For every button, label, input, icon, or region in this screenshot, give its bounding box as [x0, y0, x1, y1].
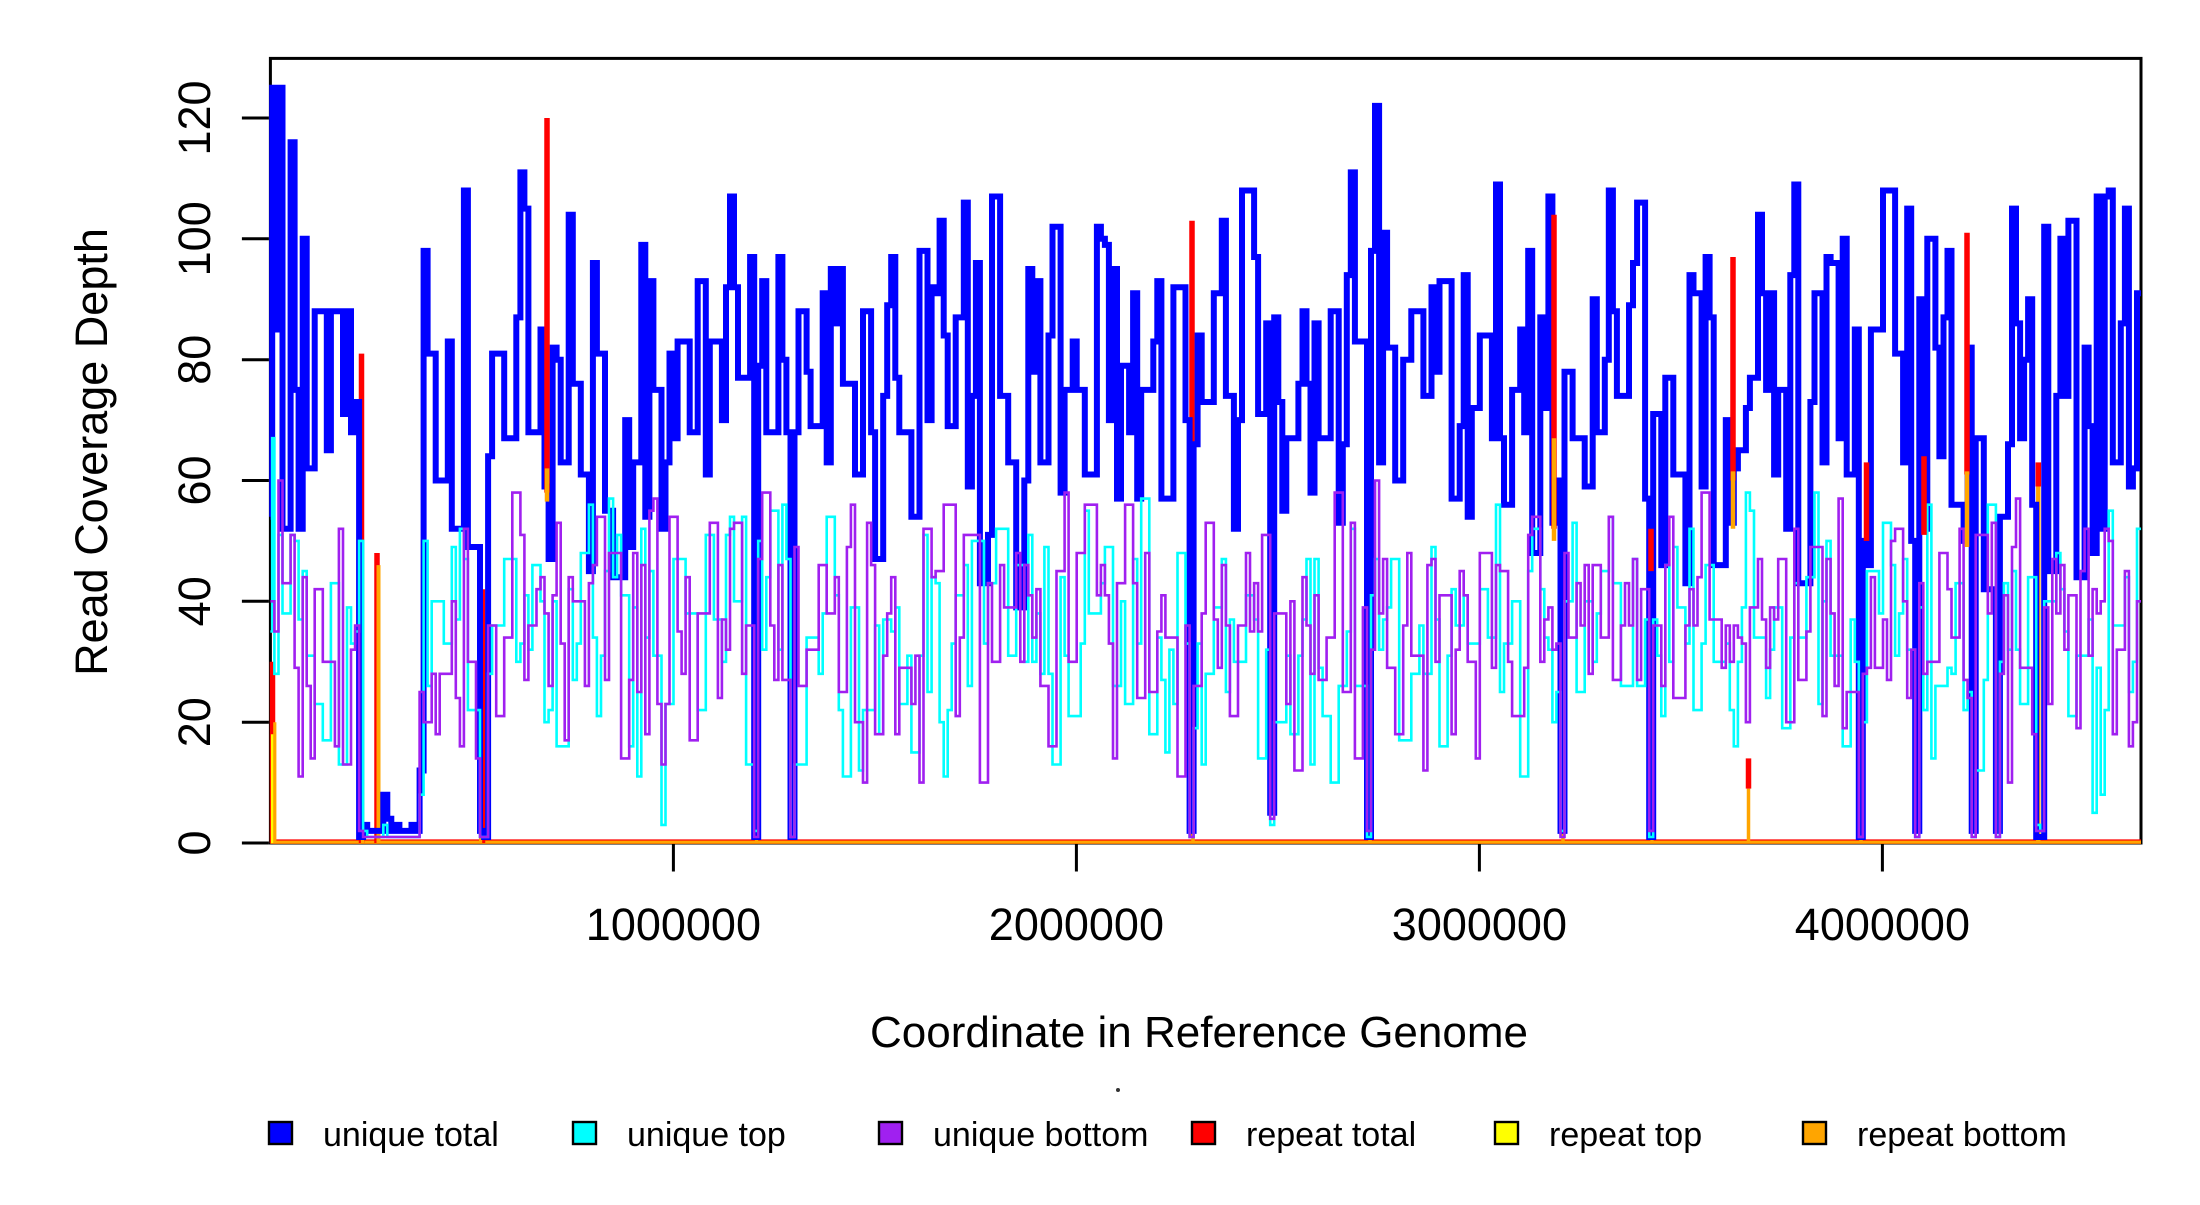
- svg-text:repeat total: repeat total: [1246, 1116, 1416, 1154]
- svg-text:4000000: 4000000: [1795, 899, 1970, 950]
- svg-text:20: 20: [169, 697, 220, 747]
- svg-text:0: 0: [169, 830, 220, 855]
- svg-text:80: 80: [169, 335, 220, 385]
- svg-text:120: 120: [169, 80, 220, 155]
- svg-text:unique bottom: unique bottom: [933, 1116, 1149, 1154]
- svg-text:60: 60: [169, 455, 220, 505]
- svg-text:Read Coverage Depth: Read Coverage Depth: [66, 228, 117, 676]
- svg-text:40: 40: [169, 576, 220, 626]
- svg-text:2000000: 2000000: [989, 899, 1164, 950]
- svg-text:Coordinate in Reference Genome: Coordinate in Reference Genome: [870, 1008, 1528, 1057]
- svg-text:unique top: unique top: [627, 1116, 786, 1154]
- svg-text:1000000: 1000000: [586, 899, 761, 950]
- svg-text:100: 100: [169, 201, 220, 276]
- svg-text:3000000: 3000000: [1392, 899, 1567, 950]
- svg-text:unique total: unique total: [323, 1116, 499, 1154]
- svg-text:repeat top: repeat top: [1549, 1116, 1702, 1154]
- svg-text:repeat bottom: repeat bottom: [1857, 1116, 2067, 1154]
